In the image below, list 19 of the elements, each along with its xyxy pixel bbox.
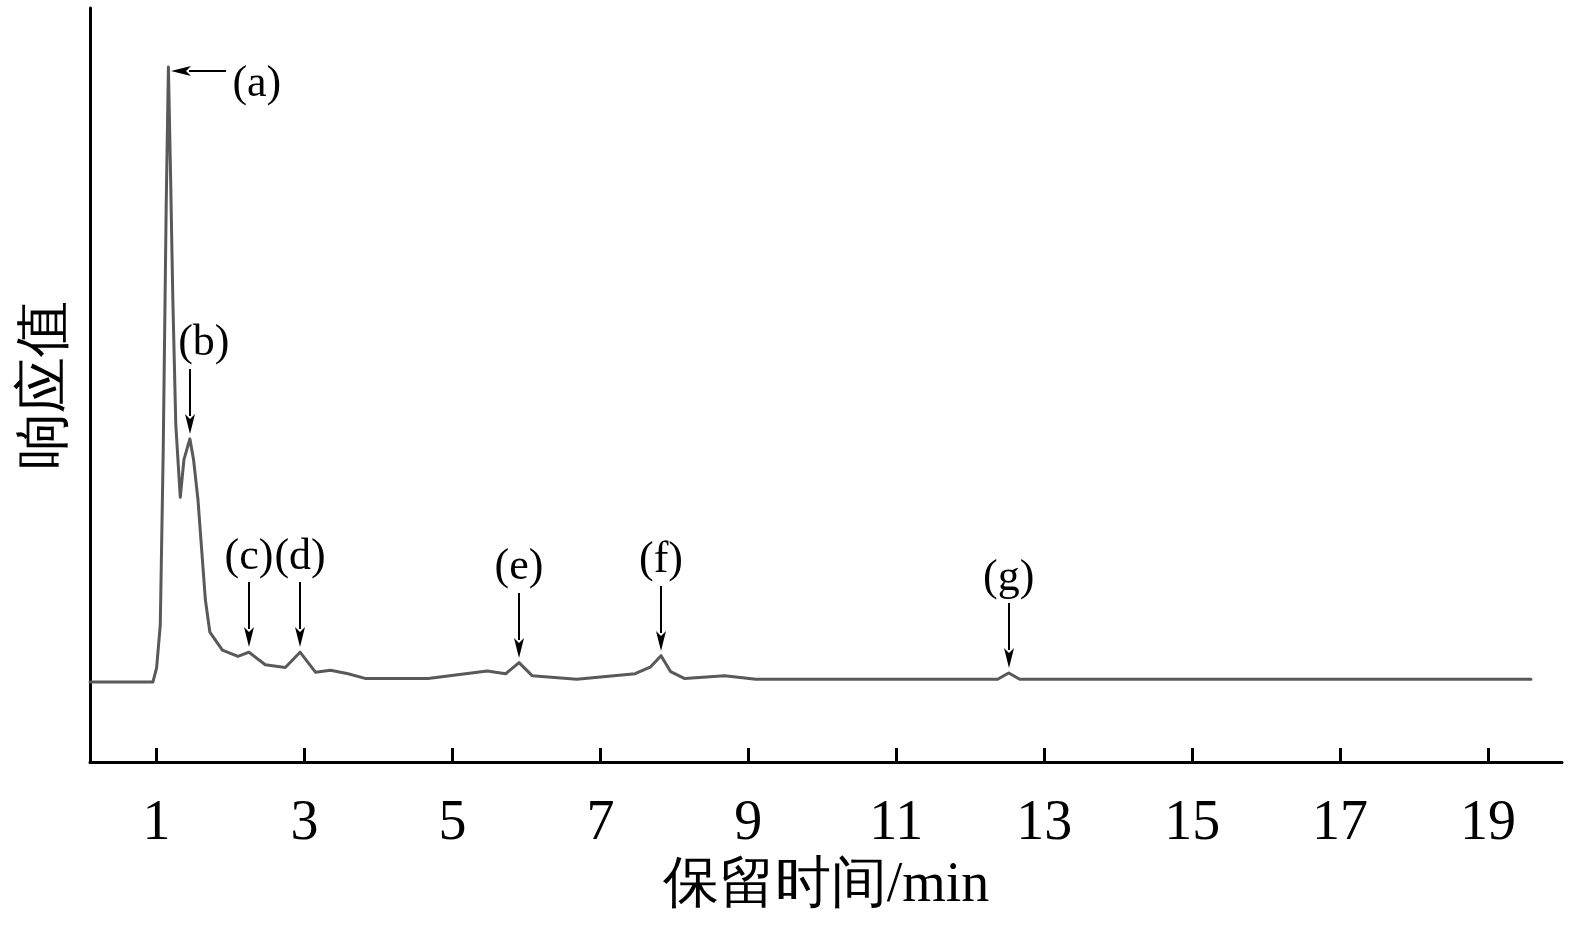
x-axis-title: 保留时间/min xyxy=(662,851,990,913)
x-tick-label: 17 xyxy=(1312,789,1369,851)
x-tick-label: 19 xyxy=(1460,789,1517,851)
x-tick-label: 7 xyxy=(586,789,615,851)
x-tick-label: 13 xyxy=(1016,789,1073,851)
annotation: (e) xyxy=(494,540,544,590)
x-tick-label: 5 xyxy=(438,789,467,851)
annotation: (g) xyxy=(983,550,1035,600)
annotation: (d) xyxy=(274,529,326,579)
annotation: (c) xyxy=(224,529,274,579)
x-tick-label: 9 xyxy=(734,789,763,851)
y-axis-title: 响应值 xyxy=(11,301,73,469)
x-tick-label: 3 xyxy=(290,789,319,851)
annotation: (a) xyxy=(232,56,282,106)
annotation: (f) xyxy=(639,533,684,583)
x-tick-label: 11 xyxy=(869,789,924,851)
x-tick-label: 1 xyxy=(142,789,171,851)
x-tick-label: 15 xyxy=(1164,789,1221,851)
annotation: (b) xyxy=(178,316,230,366)
